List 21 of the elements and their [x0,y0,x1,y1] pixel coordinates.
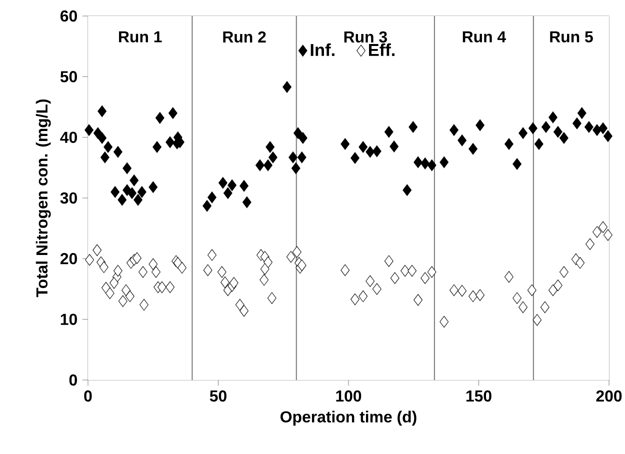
x-tick-label: 50 [210,390,226,402]
y-axis-title: Total Nitrogen con. (mg/L) [36,99,51,298]
band-label: Run 3 [344,31,387,43]
y-tick-label: 0 [69,374,77,386]
x-tick-label: 100 [336,390,362,402]
band-label: Run 5 [550,31,593,42]
band-label: Run 2 [223,31,266,43]
x-tick-label: 200 [596,390,622,402]
y-tick-label: 60 [60,10,77,22]
legend-label: Inf. [310,43,334,56]
y-tick-label: 10 [60,314,77,325]
band-label: Run 4 [462,31,506,42]
y-tick-label: 20 [60,253,77,264]
y-tick-label: 30 [60,192,77,204]
x-axis-title: Operation time (d) [280,410,416,426]
x-tick-label: 150 [466,390,492,402]
band-label: Run 1 [119,31,162,42]
y-tick-label: 40 [60,132,77,143]
legend-label: Eff. [369,43,394,56]
x-tick-label: 0 [84,390,92,402]
y-tick-label: 50 [60,71,77,82]
